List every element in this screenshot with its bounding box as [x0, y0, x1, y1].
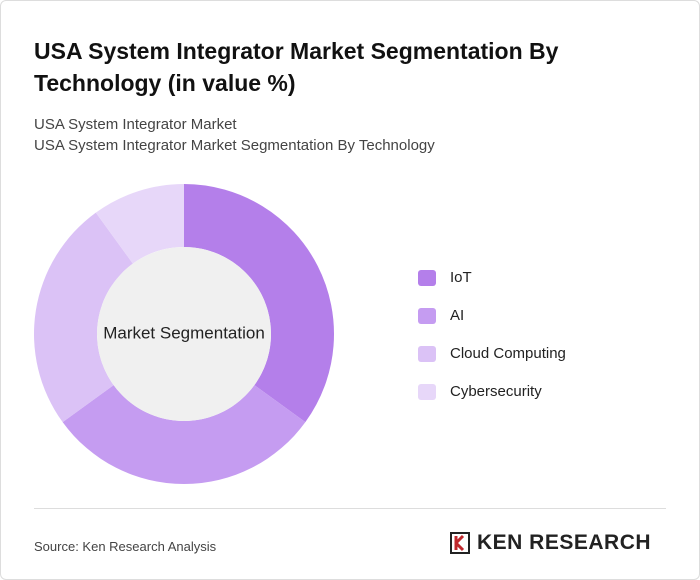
subtitle: USA System Integrator Market Segmentatio… [34, 137, 435, 154]
legend-swatch [418, 270, 436, 286]
donut-hole [97, 247, 271, 421]
center-label: Market Segmentation [103, 323, 265, 342]
legend-label: Cybersecurity [450, 383, 542, 400]
legend-label: Cloud Computing [450, 345, 566, 362]
legend-label: AI [450, 307, 464, 324]
subtitle: USA System Integrator Market [34, 116, 237, 133]
chart-title: USA System Integrator Market Segmentatio… [34, 38, 559, 96]
brand-logo: KEN RESEARCH [449, 531, 651, 555]
donut-segment [95, 184, 184, 264]
legend-swatch [418, 346, 436, 362]
donut-segment [184, 184, 334, 423]
legend-swatch [418, 384, 436, 400]
donut-segment [62, 385, 306, 484]
brand-text: KEN RESEARCH [477, 531, 652, 554]
donut-segment [34, 212, 133, 423]
divider [34, 508, 666, 509]
legend-label: IoT [450, 269, 472, 286]
logo-icon [450, 532, 470, 554]
legend-swatch [418, 308, 436, 324]
source: Source: Ken Research Analysis [34, 539, 217, 554]
chart: Market Segmentation IoT AI Cloud Computing C… [34, 184, 566, 484]
